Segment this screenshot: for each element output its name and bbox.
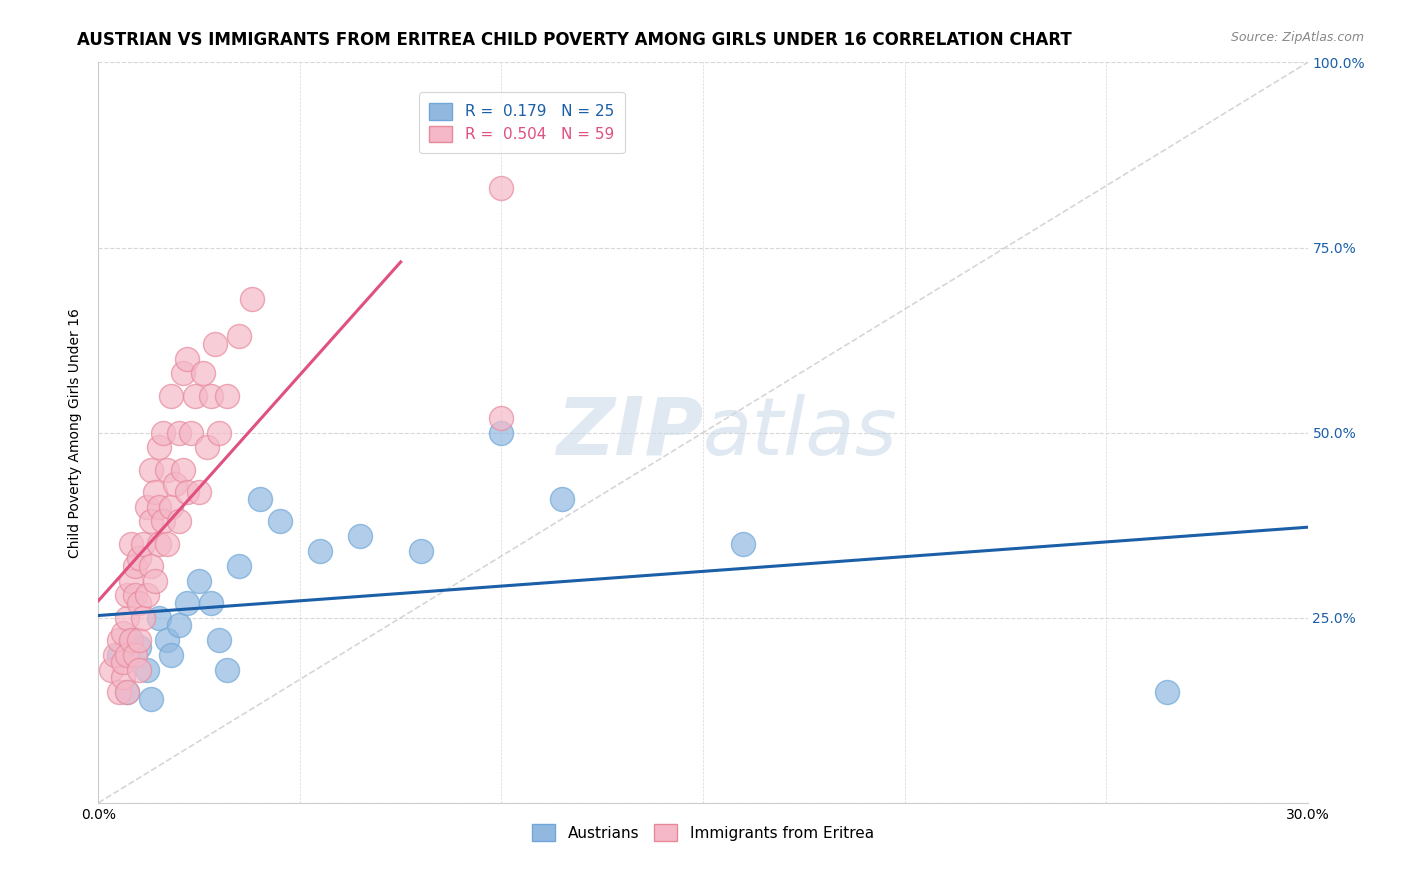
- Point: [172, 367, 194, 381]
- Point: [139, 558, 162, 573]
- Point: [148, 536, 170, 550]
- Point: [228, 329, 250, 343]
- Point: [217, 663, 239, 677]
- Point: [167, 618, 190, 632]
- Point: [152, 425, 174, 440]
- Y-axis label: Child Poverty Among Girls Under 16: Child Poverty Among Girls Under 16: [69, 308, 83, 558]
- Point: [208, 632, 231, 647]
- Point: [176, 484, 198, 499]
- Text: ZIP: ZIP: [555, 393, 703, 472]
- Point: [132, 536, 155, 550]
- Point: [120, 632, 142, 647]
- Point: [156, 536, 179, 550]
- Point: [111, 655, 134, 669]
- Point: [188, 484, 211, 499]
- Point: [107, 685, 129, 699]
- Point: [132, 610, 155, 624]
- Point: [115, 685, 138, 699]
- Point: [240, 293, 263, 307]
- Point: [148, 610, 170, 624]
- Point: [200, 388, 222, 402]
- Point: [184, 388, 207, 402]
- Point: [167, 515, 190, 529]
- Point: [163, 477, 186, 491]
- Point: [152, 515, 174, 529]
- Text: AUSTRIAN VS IMMIGRANTS FROM ERITREA CHILD POVERTY AMONG GIRLS UNDER 16 CORRELATI: AUSTRIAN VS IMMIGRANTS FROM ERITREA CHIL…: [77, 31, 1073, 49]
- Point: [107, 648, 129, 662]
- Point: [135, 663, 157, 677]
- Point: [100, 663, 122, 677]
- Point: [156, 462, 179, 476]
- Point: [167, 425, 190, 440]
- Point: [172, 462, 194, 476]
- Text: atlas: atlas: [703, 393, 898, 472]
- Point: [176, 351, 198, 366]
- Point: [249, 492, 271, 507]
- Point: [200, 596, 222, 610]
- Point: [160, 648, 183, 662]
- Point: [148, 441, 170, 455]
- Point: [128, 663, 150, 677]
- Point: [128, 632, 150, 647]
- Point: [124, 648, 146, 662]
- Point: [128, 640, 150, 655]
- Point: [188, 574, 211, 588]
- Point: [180, 425, 202, 440]
- Text: Source: ZipAtlas.com: Source: ZipAtlas.com: [1230, 31, 1364, 45]
- Point: [115, 648, 138, 662]
- Point: [115, 685, 138, 699]
- Point: [176, 596, 198, 610]
- Point: [128, 596, 150, 610]
- Point: [409, 544, 432, 558]
- Point: [111, 625, 134, 640]
- Point: [148, 500, 170, 514]
- Point: [1156, 685, 1178, 699]
- Point: [139, 462, 162, 476]
- Point: [135, 500, 157, 514]
- Point: [160, 388, 183, 402]
- Point: [156, 632, 179, 647]
- Point: [139, 692, 162, 706]
- Point: [128, 551, 150, 566]
- Point: [124, 589, 146, 603]
- Point: [135, 589, 157, 603]
- Point: [195, 441, 218, 455]
- Point: [139, 515, 162, 529]
- Point: [349, 529, 371, 543]
- Point: [217, 388, 239, 402]
- Point: [269, 515, 291, 529]
- Point: [120, 574, 142, 588]
- Point: [208, 425, 231, 440]
- Point: [103, 648, 125, 662]
- Point: [309, 544, 332, 558]
- Point: [491, 181, 513, 195]
- Point: [111, 670, 134, 684]
- Point: [491, 425, 513, 440]
- Point: [107, 632, 129, 647]
- Point: [228, 558, 250, 573]
- Point: [143, 484, 166, 499]
- Point: [491, 410, 513, 425]
- Point: [204, 336, 226, 351]
- Point: [115, 610, 138, 624]
- Point: [193, 367, 215, 381]
- Point: [124, 558, 146, 573]
- Point: [115, 589, 138, 603]
- Legend: Austrians, Immigrants from Eritrea: Austrians, Immigrants from Eritrea: [526, 818, 880, 847]
- Point: [551, 492, 574, 507]
- Point: [733, 536, 755, 550]
- Point: [160, 500, 183, 514]
- Point: [120, 632, 142, 647]
- Point: [120, 536, 142, 550]
- Point: [143, 574, 166, 588]
